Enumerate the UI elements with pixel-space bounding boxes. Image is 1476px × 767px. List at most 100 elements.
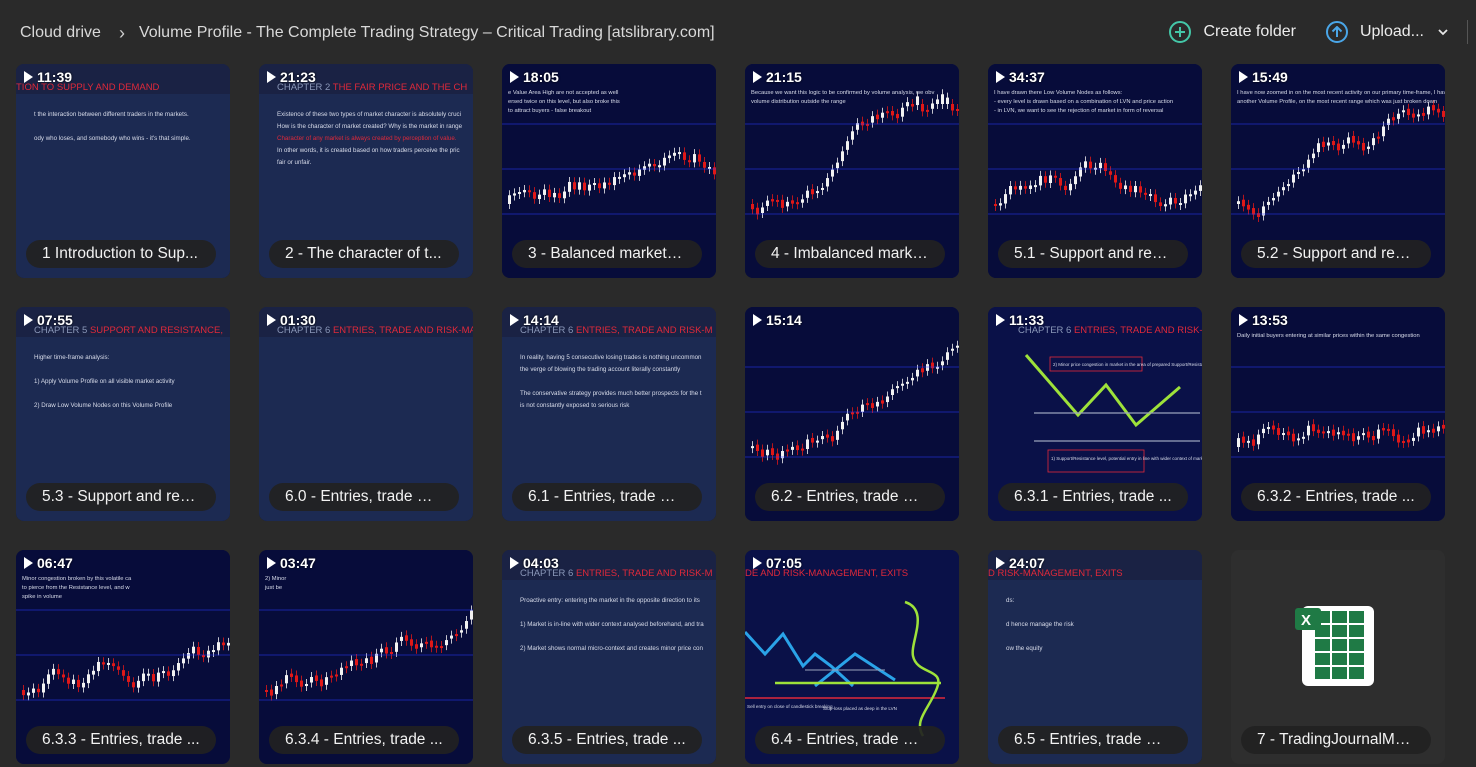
thumbnail-text: spike in volume [22,594,62,600]
video-duration: 34:37 [996,69,1045,85]
file-tile[interactable]: D RISK-MANAGEMENT, EXITS ds: d hence manag… [988,550,1202,764]
top-bar: Cloud drive › Volume Profile - The Compl… [0,0,1476,62]
duration-text: 07:55 [37,312,73,328]
breadcrumb-current-folder[interactable]: Volume Profile - The Complete Trading St… [138,24,715,41]
plus-circle-icon [1169,21,1192,43]
slide-heading: ENTRIES, TRADE AND RISK-M [576,325,713,336]
file-name-label: 5.3 - Support and resi... [26,483,216,511]
duration-text: 07:05 [766,555,802,571]
svg-text:CHAPTER 6 ENTRIES, TRADE AND R: CHAPTER 6 ENTRIES, TRADE AND RISK-M [520,325,713,336]
play-icon [24,557,33,569]
play-icon [267,71,276,83]
file-name-label: 6.0 - Entries, trade ma... [269,483,459,511]
create-folder-button[interactable]: Create folder [1169,21,1296,43]
slide-text-line: ds: [1006,597,1015,604]
file-tile[interactable]: I have drawn there Low Volume Nodes as f… [988,64,1202,278]
file-tile[interactable]: CHAPTER 6 ENTRIES, TRADE AND RISK-M 2) Mi… [988,307,1202,521]
diagram-note: 2) Minor price congestion in market in t… [1053,362,1202,367]
diagram-note: 1) Support/Resistance level, potential e… [1051,456,1202,461]
file-name-label: 6.1 - Entries, trade ma... [512,483,702,511]
duration-text: 21:15 [766,69,802,85]
slide-chapter: CHAPTER 6 [520,325,576,336]
file-tile[interactable]: CHAPTER 6 ENTRIES, TRADE AND RISK-M In re… [502,307,716,521]
file-tile[interactable]: X 7 - TradingJournalMar... [1231,550,1445,764]
file-tile[interactable]: 15:14 6.2 - Entries, trade ma... [745,307,959,521]
slide-heading: ENTRIES, TRADE AND RISK-M [576,568,713,579]
slide-heading: DE AND RISK-MANAGEMENT, EXITS [745,568,908,579]
thumbnail-text: - in LVN, we want to see the rejection o… [994,108,1163,114]
thumbnail-text: just be [264,585,282,591]
slide-heading: D RISK-MANAGEMENT, EXITS [988,568,1123,579]
video-duration: 21:23 [267,69,316,85]
play-icon [1239,314,1248,326]
duration-text: 15:49 [1252,69,1288,85]
file-name-label: 7 - TradingJournalMar... [1241,726,1431,754]
breadcrumb-root[interactable]: Cloud drive [20,24,101,41]
slide-chapter: CHAPTER 6 [277,325,333,336]
slide-text-line: t the interaction between different trad… [34,111,189,118]
file-tile[interactable]: CHAPTER 6 ENTRIES, TRADE AND RISK-MA 01:3… [259,307,473,521]
play-icon [753,71,762,83]
thumbnail-text: ersed twice on this level, but also brok… [508,99,620,105]
duration-text: 24:07 [1009,555,1045,571]
svg-text:D RISK-MANAGEMENT, EXITS: D RISK-MANAGEMENT, EXITS [988,568,1123,579]
file-tile[interactable]: Because we want this logic to be confirm… [745,64,959,278]
thumbnail-text: Daily initial buyers entering at similar… [1237,333,1420,339]
file-name-label: 6.3.2 - Entries, trade ... [1241,483,1431,511]
file-name-label: 3 - Balanced market c... [512,240,702,268]
file-tile[interactable]: Daily initial buyers entering at similar… [1231,307,1445,521]
file-name-label: 6.3.4 - Entries, trade ... [269,726,459,754]
svg-text:CHAPTER 6 ENTRIES, TRADE AND R: CHAPTER 6 ENTRIES, TRADE AND RISK-M [1018,325,1202,336]
toolbar-actions: Create folder Upload... [1169,18,1476,46]
play-icon [753,314,762,326]
file-tile[interactable]: I have now zoomed in on the most recent … [1231,64,1445,278]
file-tile[interactable]: DE AND RISK-MANAGEMENT, EXITS Stop-loss p… [745,550,959,764]
file-tile[interactable]: CHAPTER 6 ENTRIES, TRADE AND RISK-M Proac… [502,550,716,764]
video-duration: 18:05 [510,69,559,85]
svg-text:TION TO SUPPLY AND DEMAND: TION TO SUPPLY AND DEMAND [16,82,160,93]
duration-text: 34:37 [1009,69,1045,85]
file-tile[interactable]: Minor congestion broken by this volatile… [16,550,230,764]
video-duration: 11:39 [24,69,72,85]
file-name-label: 5.2 - Support and resi... [1241,240,1431,268]
create-folder-label: Create folder [1203,23,1296,40]
upload-button[interactable]: Upload... [1325,21,1476,43]
file-name-label: 1 Introduction to Sup... [26,240,216,268]
svg-text:CHAPTER 6 ENTRIES, TRADE AND R: CHAPTER 6 ENTRIES, TRADE AND RISK-M [520,568,713,579]
file-tile[interactable]: e Value Area High are not accepted as we… [502,64,716,278]
video-duration: 07:55 [24,312,73,328]
play-icon [267,314,276,326]
slide-heading: SUPPORT AND RESISTANCE, [90,325,223,336]
video-duration: 24:07 [996,555,1045,571]
breadcrumb: Cloud drive › Volume Profile - The Compl… [20,22,715,44]
thumbnail-text: I have now zoomed in on the most recent … [1237,90,1445,96]
video-duration: 15:14 [753,312,802,328]
video-duration: 15:49 [1239,69,1288,85]
play-icon [24,314,33,326]
chevron-down-icon[interactable] [1438,23,1448,41]
file-tile[interactable]: CHAPTER 5 SUPPORT AND RESISTANCE, Higher … [16,307,230,521]
slide-chapter: CHAPTER 2 [277,82,333,93]
upload-label: Upload... [1359,23,1424,40]
duration-text: 14:14 [523,312,559,328]
file-name-label: 6.5 - Entries, trade ma... [998,726,1188,754]
duration-text: 06:47 [37,555,73,571]
duration-text: 13:53 [1252,312,1288,328]
upload-arrow-icon [1325,21,1348,43]
slide-text-line: The conservative strategy provides much … [520,390,702,397]
file-name-label: 4 - Imbalanced marke... [755,240,945,268]
svg-text:CHAPTER 5 SUPPORT AND RESISTAN: CHAPTER 5 SUPPORT AND RESISTANCE, [34,325,223,336]
thumbnail-text: I have drawn there Low Volume Nodes as f… [994,90,1123,96]
thumbnail-text: Because we want this logic to be confirm… [751,90,934,96]
chevron-right-icon: › [118,22,125,43]
file-tile[interactable]: TION TO SUPPLY AND DEMAND t the interacti… [16,64,230,278]
slide-text-line: 2) Market shows normal micro-context and… [520,645,704,652]
file-tile[interactable]: 2) Minor just be 03:47 6.3.4 - Entries, tra… [259,550,473,764]
video-duration: 13:53 [1239,312,1288,328]
diagram-note: Sell entry on close of candlestick break… [747,704,833,709]
file-tile[interactable]: CHAPTER 2 THE FAIR PRICE AND THE CH Exist… [259,64,473,278]
slide-text-line: 1) Apply Volume Profile on all visible m… [34,378,176,385]
duration-text: 04:03 [523,555,559,571]
thumbnail-text: volume distribution outside the range [751,99,846,105]
duration-text: 15:14 [766,312,802,328]
